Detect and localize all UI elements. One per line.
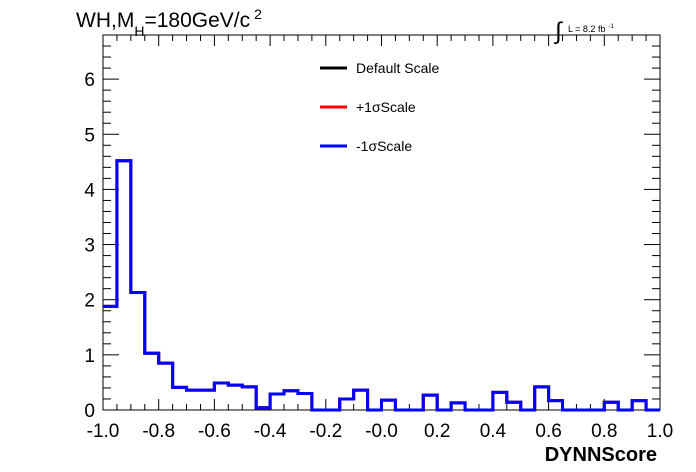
- legend-label: +1σScale: [356, 99, 416, 115]
- x-tick-label: -1.0: [87, 421, 120, 442]
- x-tick-label: 0.8: [591, 421, 617, 442]
- x-tick-label: 0.4: [480, 421, 507, 442]
- y-tick-label: 1: [84, 346, 95, 367]
- x-tick-label: 1.0: [647, 421, 673, 442]
- y-tick-label: 2: [84, 291, 95, 312]
- x-tick-label: -0.6: [198, 421, 231, 442]
- x-tick-label: 0.2: [424, 421, 450, 442]
- lumi-label: L = 8.2 fb -1: [568, 24, 614, 34]
- x-tick-label: -0.8: [142, 421, 175, 442]
- y-tick-label: 4: [84, 180, 95, 201]
- series-line: [103, 159, 660, 412]
- y-axis: 0 1 2 3 4 5 6: [84, 45, 660, 422]
- y-tick-label: 6: [84, 70, 95, 91]
- x-tick-label: -0.2: [309, 421, 342, 442]
- chart-title: WH,MH=180GeV/c 2: [76, 6, 262, 39]
- x-axis-label: DYNNScore: [545, 444, 657, 466]
- x-axis: -1.0 -0.8 -0.6 -0.4 -0.2 -0.0 0.2 0.4 0.6 0.8 1.0: [87, 35, 673, 442]
- legend: Default Scale +1σScale -1σScale: [320, 60, 439, 154]
- legend-label: Default Scale: [356, 60, 439, 76]
- x-tick-label: 0.6: [535, 421, 561, 442]
- x-tick-label: -0.0: [365, 421, 398, 442]
- series-layer: [103, 159, 660, 412]
- y-tick-label: 5: [84, 125, 95, 146]
- lumi-integral-sign: ∫: [553, 18, 563, 45]
- y-tick-label: 0: [84, 401, 95, 422]
- legend-label: -1σScale: [356, 138, 412, 154]
- y-tick-label: 3: [84, 236, 95, 257]
- x-tick-label: -0.4: [254, 421, 287, 442]
